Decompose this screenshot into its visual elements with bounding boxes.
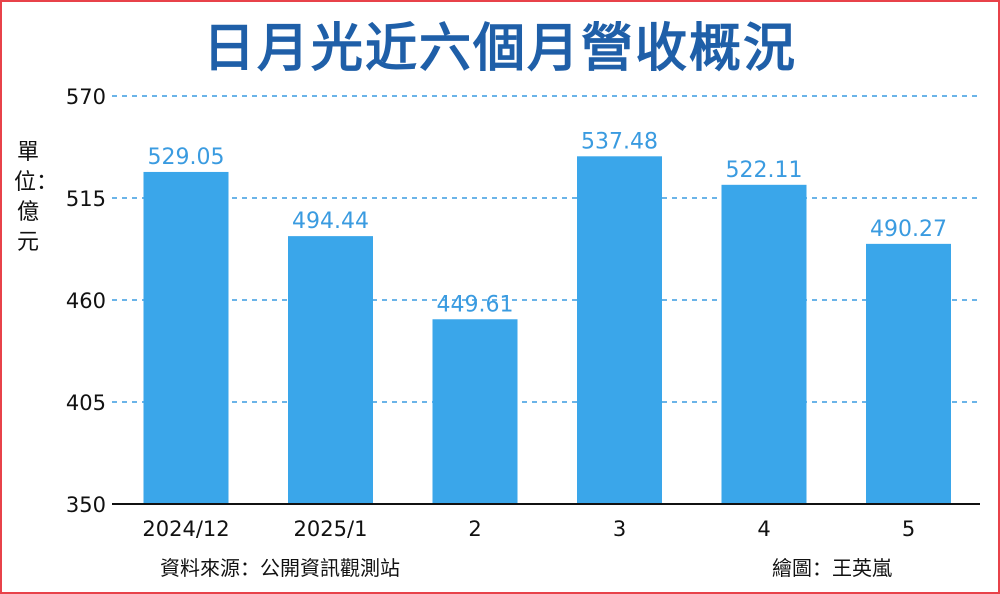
- bar: [432, 319, 518, 504]
- x-tick-label: 3: [613, 517, 626, 541]
- y-tick-label: 405: [66, 391, 106, 415]
- y-tick-label: 570: [66, 85, 106, 109]
- data-label: 529.05: [148, 145, 225, 170]
- data-label: 449.61: [437, 292, 514, 317]
- data-label: 494.44: [292, 209, 369, 234]
- bar: [866, 243, 951, 504]
- bar: [288, 236, 373, 504]
- bar: [577, 156, 662, 504]
- data-label: 490.27: [870, 217, 947, 242]
- credit-note: 繪圖：王英嵐: [772, 556, 892, 580]
- x-tick-label: 2: [468, 517, 481, 541]
- data-label: 537.48: [581, 129, 658, 154]
- data-labels: 529.05 494.44 449.61 537.48 522.11 490.27: [148, 129, 947, 317]
- source-note: 資料來源：公開資訊觀測站: [160, 556, 400, 580]
- gridlines: [112, 95, 980, 403]
- data-label: 522.11: [726, 158, 803, 183]
- x-tick-label: 5: [902, 517, 915, 541]
- x-tick-label: 2025/1: [294, 517, 368, 541]
- axes: 350 405 460 515 570 2024/12 2025/1 2 3 4 5: [66, 85, 980, 541]
- y-tick-label: 350: [66, 493, 106, 517]
- x-tick-label: 4: [757, 517, 770, 541]
- y-tick-label: 460: [66, 289, 106, 313]
- chart-title: 日月光近六個月營收概況: [202, 19, 797, 79]
- y-tick-label: 515: [66, 187, 106, 211]
- x-tick-label: 2024/12: [142, 517, 229, 541]
- bars: [143, 156, 951, 504]
- bar: [721, 184, 807, 504]
- bar: [143, 171, 229, 504]
